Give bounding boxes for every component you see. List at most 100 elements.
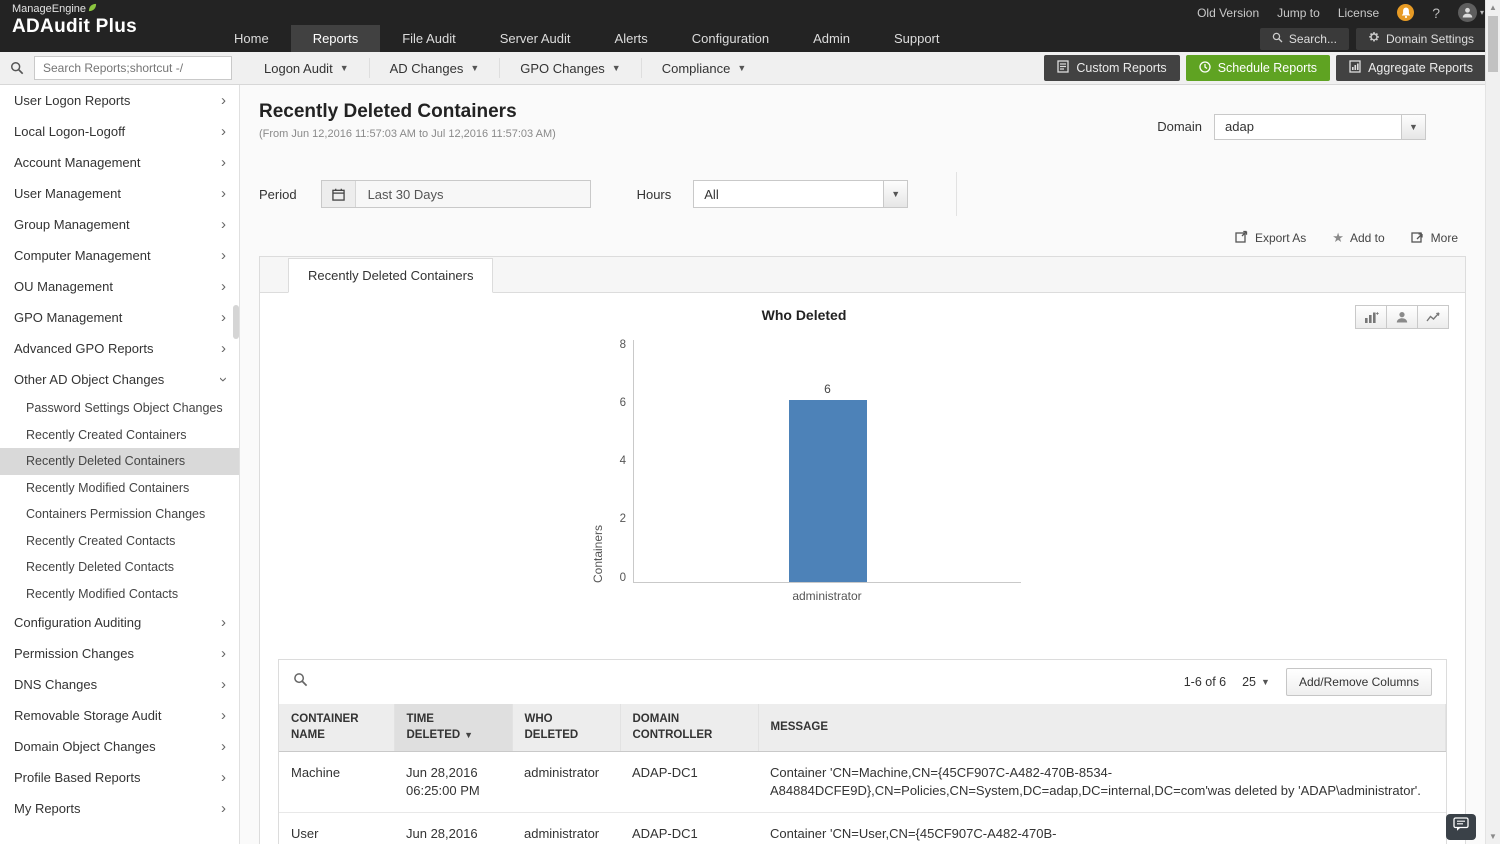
- old-version-link[interactable]: Old Version: [1197, 5, 1260, 20]
- sidebar-item-computer-management[interactable]: Computer Management ›: [14, 247, 226, 264]
- more-button[interactable]: More: [1411, 230, 1458, 246]
- export-as-button[interactable]: Export As: [1235, 230, 1306, 246]
- sidebar-subitem-password-settings-object-changes[interactable]: Password Settings Object Changes: [26, 401, 223, 416]
- sidebar-item-advanced-gpo-reports[interactable]: Advanced GPO Reports ›: [14, 340, 226, 357]
- scroll-down-arrow[interactable]: ▼: [1489, 832, 1497, 841]
- sidebar-item-configuration-auditing[interactable]: Configuration Auditing ›: [14, 614, 226, 631]
- sidebar-item-dns-changes[interactable]: DNS Changes ›: [14, 676, 226, 693]
- column-header-message[interactable]: MESSAGE: [758, 704, 1446, 753]
- report-doc-icon: [1057, 60, 1070, 76]
- column-header-domain-controller[interactable]: DOMAIN CONTROLLER: [620, 704, 759, 753]
- sidebar-item-domain-object-changes[interactable]: Domain Object Changes ›: [14, 738, 226, 755]
- more-icon: [1411, 230, 1425, 246]
- topbar: ManageEngine ADAudit Plus Old Version Ju…: [0, 0, 1500, 52]
- sidebar-subitem-recently-created-containers[interactable]: Recently Created Containers: [26, 427, 187, 442]
- nav-configuration[interactable]: Configuration: [691, 31, 770, 46]
- sidebar-item-ou-management[interactable]: OU Management ›: [14, 278, 226, 295]
- chart-user-view-button[interactable]: [1386, 305, 1418, 329]
- search-icon[interactable]: [0, 61, 34, 75]
- menu-compliance[interactable]: Compliance ▼: [640, 58, 767, 78]
- sidebar-subitem-recently-deleted-containers[interactable]: Recently Deleted Containers: [0, 448, 239, 475]
- nav-support[interactable]: Support: [893, 31, 940, 46]
- chart-line-view-button[interactable]: [1417, 305, 1449, 329]
- vertical-scrollbar[interactable]: ▲ ▼: [1485, 0, 1500, 844]
- sidebar-subitem-recently-deleted-contacts[interactable]: Recently Deleted Contacts: [26, 560, 174, 575]
- star-icon: ★: [1332, 230, 1344, 245]
- schedule-reports-button[interactable]: Schedule Reports: [1185, 55, 1331, 81]
- period-value: Last 30 Days: [367, 186, 444, 202]
- chevron-right-icon: ›: [221, 769, 226, 786]
- table-search-icon[interactable]: [293, 672, 308, 692]
- nav-home[interactable]: Home: [234, 31, 269, 46]
- sidebar-item-other-ad-object-changes[interactable]: Other AD Object Changes ›: [14, 372, 232, 387]
- domain-select[interactable]: adap ▼: [1214, 113, 1426, 140]
- chart-bar-view-button[interactable]: [1355, 305, 1387, 329]
- column-header-container-name[interactable]: CONTAINER NAME: [279, 704, 395, 753]
- sidebar-subitem-recently-created-contacts[interactable]: Recently Created Contacts: [26, 533, 176, 548]
- sidebar-item-local-logon-logoff[interactable]: Local Logon-Logoff ›: [14, 123, 226, 140]
- leaf-icon: [88, 3, 97, 15]
- scrollbar-thumb[interactable]: [1488, 16, 1498, 72]
- report-panel: Recently Deleted Containers Who Deleted …: [259, 256, 1466, 844]
- license-link[interactable]: License: [1337, 5, 1380, 20]
- chevron-down-icon: ▼: [470, 63, 480, 73]
- nav-alerts[interactable]: Alerts: [614, 31, 648, 46]
- chevron-right-icon: ›: [221, 309, 226, 326]
- user-avatar[interactable]: ▾: [1457, 3, 1484, 22]
- chart-bar[interactable]: [788, 400, 867, 582]
- chart-area: Who Deleted Containers 8 6 4 2 0: [260, 293, 1465, 603]
- brand-logo[interactable]: ManageEngine ADAudit Plus: [12, 3, 137, 38]
- column-header-time-deleted[interactable]: TIME DELETED ▼: [394, 704, 513, 753]
- sidebar-subitem-containers-permission-changes[interactable]: Containers Permission Changes: [26, 507, 206, 522]
- sidebar-item-permission-changes[interactable]: Permission Changes ›: [14, 645, 226, 662]
- menu-ad-changes[interactable]: AD Changes ▼: [368, 58, 500, 78]
- report-category-menus: Logon Audit ▼ AD Changes ▼ GPO Changes ▼ Co…: [244, 52, 766, 84]
- sidebar-item-user-logon-reports[interactable]: User Logon Reports ›: [14, 92, 226, 109]
- custom-reports-button[interactable]: Custom Reports: [1044, 55, 1180, 81]
- chevron-right-icon: ›: [221, 247, 226, 264]
- sidebar-subitem-recently-modified-containers[interactable]: Recently Modified Containers: [26, 480, 190, 495]
- cell-who-deleted: administrator: [512, 751, 620, 814]
- chevron-right-icon: ›: [221, 185, 226, 202]
- page-size-select[interactable]: 25 ▼: [1242, 675, 1270, 689]
- sidebar-item-my-reports[interactable]: My Reports ›: [14, 800, 226, 817]
- brand-manageengine: ManageEngine: [12, 3, 87, 15]
- calendar-icon[interactable]: [321, 181, 356, 207]
- sidebar-item-gpo-management[interactable]: GPO Management ›: [14, 309, 226, 326]
- menu-gpo-changes[interactable]: GPO Changes ▼: [499, 58, 640, 78]
- hours-select[interactable]: All ▼: [693, 180, 909, 208]
- feedback-chat-button[interactable]: [1446, 814, 1476, 840]
- domain-settings-button[interactable]: Domain Settings: [1355, 27, 1486, 50]
- global-search-button[interactable]: Search...: [1259, 27, 1349, 50]
- aggregate-reports-button[interactable]: Aggregate Reports: [1336, 55, 1486, 81]
- sidebar-resize-handle[interactable]: [233, 305, 239, 339]
- tab-recently-deleted-containers[interactable]: Recently Deleted Containers: [288, 258, 494, 293]
- add-remove-columns-button[interactable]: Add/Remove Columns: [1285, 668, 1432, 696]
- nav-admin[interactable]: Admin: [813, 31, 850, 46]
- cell-container-name: Machine: [279, 751, 394, 814]
- report-search-input[interactable]: [34, 56, 232, 80]
- chart-x-category-label: administrator: [792, 589, 862, 603]
- clock-icon: [1199, 60, 1211, 76]
- chevron-right-icon: ›: [221, 707, 226, 724]
- column-header-who-deleted[interactable]: WHO DELETED: [512, 704, 621, 753]
- sidebar-subitem-recently-modified-contacts[interactable]: Recently Modified Contacts: [26, 586, 179, 601]
- add-to-button[interactable]: ★ Add to: [1332, 230, 1385, 245]
- chevron-down-icon: ▼: [611, 63, 621, 73]
- scroll-up-arrow[interactable]: ▲: [1489, 3, 1497, 12]
- notifications-bell-icon[interactable]: [1397, 4, 1415, 21]
- sidebar-item-account-management[interactable]: Account Management ›: [14, 154, 226, 171]
- help-icon[interactable]: ?: [1432, 4, 1440, 21]
- nav-server-audit[interactable]: Server Audit: [499, 31, 571, 46]
- nav-reports[interactable]: Reports: [290, 25, 381, 52]
- sidebar-item-user-management[interactable]: User Management ›: [14, 185, 226, 202]
- hours-label: Hours: [636, 186, 672, 202]
- sidebar-item-group-management[interactable]: Group Management ›: [14, 216, 226, 233]
- sidebar-item-removable-storage-audit[interactable]: Removable Storage Audit ›: [14, 707, 226, 724]
- nav-file-audit[interactable]: File Audit: [402, 31, 456, 46]
- period-field[interactable]: Last 30 Days: [320, 180, 591, 208]
- menu-logon-audit[interactable]: Logon Audit ▼: [264, 60, 349, 76]
- jump-to-link[interactable]: Jump to: [1277, 5, 1320, 20]
- sidebar-item-profile-based-reports[interactable]: Profile Based Reports ›: [14, 769, 226, 786]
- domain-label: Domain: [1157, 119, 1202, 134]
